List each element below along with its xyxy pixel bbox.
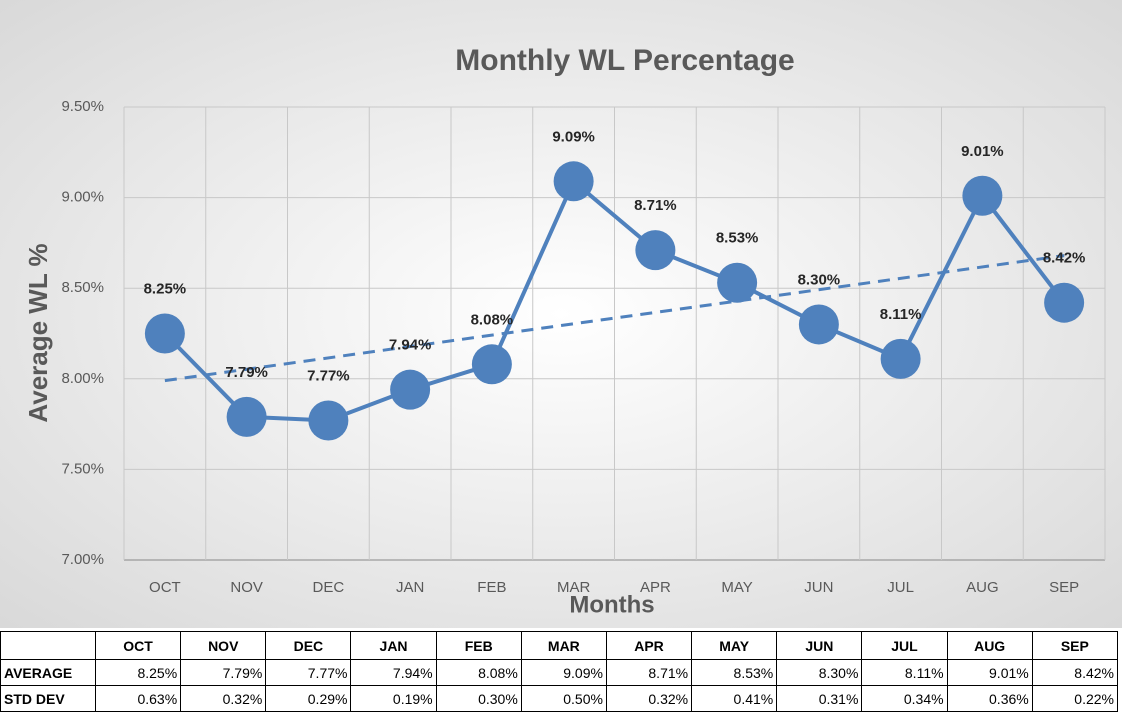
data-point (880, 338, 921, 379)
table-cell: 9.01% (946, 659, 1033, 686)
x-tick-label: AUG (966, 579, 999, 596)
data-label: 8.71% (634, 197, 677, 214)
data-point (962, 175, 1003, 216)
table-cell: SEP (1031, 631, 1119, 660)
x-tick-label: MAY (721, 579, 752, 596)
table-cell: JAN (350, 631, 437, 660)
table-header-row: OCT NOV DEC JAN FEB MAR APR MAY JUN JUL AUG SEP (0, 631, 1119, 660)
x-tick-label: NOV (230, 579, 263, 596)
table-cell: JUL (861, 631, 948, 660)
y-tick-label: 7.50% (61, 460, 104, 477)
table-row: STD DEV 0.63% 0.32% 0.29% 0.19% 0.30% 0.50% 0.3… (0, 685, 1119, 712)
table-cell: 8.25% (94, 659, 182, 686)
table-row: AVERAGE 8.25% 7.79% 7.77% 7.94% 8.08% 9.09% 8.7… (0, 659, 1119, 686)
table-cell: STD DEV (0, 685, 96, 712)
chart-title: Monthly WL Percentage (455, 44, 795, 77)
y-tick-label: 8.50% (61, 279, 104, 296)
data-point (390, 369, 431, 410)
table-cell: 8.11% (861, 659, 948, 686)
data-point (635, 230, 676, 271)
table-cell: 0.41% (691, 685, 778, 712)
table-cell: 0.19% (350, 685, 437, 712)
table-cell: 9.09% (520, 659, 607, 686)
x-tick-label: OCT (149, 579, 181, 596)
y-tick-label: 9.50% (61, 98, 104, 115)
x-axis-title: Months (569, 591, 654, 618)
x-tick-label: JAN (396, 579, 424, 596)
table-cell: 7.79% (180, 659, 267, 686)
data-point (471, 344, 512, 385)
data-label: 7.94% (389, 337, 432, 354)
table-cell: DEC (265, 631, 352, 660)
table-cell (0, 631, 96, 660)
table-cell: 0.32% (180, 685, 267, 712)
data-label: 8.11% (880, 306, 922, 323)
y-tick-label: 7.00% (61, 551, 104, 568)
table-cell: 8.30% (776, 659, 863, 686)
data-point (553, 161, 594, 202)
data-label: 8.08% (471, 311, 514, 328)
table-cell: 0.31% (776, 685, 863, 712)
data-label: 9.01% (961, 143, 1004, 160)
table-cell: JUN (776, 631, 863, 660)
table-cell: OCT (94, 631, 182, 660)
trendline (164, 254, 1065, 383)
stats-table: OCT NOV DEC JAN FEB MAR APR MAY JUN JUL AUG SEP AVER… (0, 631, 1119, 712)
data-point (717, 262, 758, 303)
table-cell: NOV (180, 631, 267, 660)
data-point (144, 313, 185, 354)
x-tick-label: APR (640, 579, 671, 596)
x-tick-label: JUL (887, 579, 914, 596)
table-cell: 8.71% (605, 659, 693, 686)
x-tick-label: MAR (557, 579, 591, 596)
x-tick-label: SEP (1049, 579, 1079, 596)
y-tick-label: 9.00% (61, 189, 104, 206)
y-tick-label: 8.00% (61, 370, 104, 387)
data-label: 8.25% (144, 280, 187, 297)
data-label: 7.77% (307, 367, 350, 384)
data-point (1044, 282, 1085, 323)
table-cell: 0.32% (605, 685, 693, 712)
table-cell: MAY (691, 631, 778, 660)
data-label: 7.79% (225, 364, 268, 381)
data-label: 8.42% (1043, 250, 1086, 267)
table-cell: AVERAGE (0, 659, 96, 686)
x-tick-label: JUN (804, 579, 833, 596)
table-cell: 0.29% (265, 685, 352, 712)
chart-background (0, 0, 1122, 628)
table-cell: 0.63% (94, 685, 182, 712)
table-cell: AUG (946, 631, 1033, 660)
chart: Monthly WL Percentage Average WL % Month… (0, 0, 1122, 628)
table-cell: MAR (520, 631, 607, 660)
x-tick-label: FEB (477, 579, 506, 596)
data-label: 8.30% (798, 271, 841, 288)
data-label: 8.53% (716, 230, 759, 247)
data-point (798, 304, 839, 345)
x-tick-label: DEC (313, 579, 345, 596)
y-axis-title: Average WL % (23, 243, 53, 422)
data-point (226, 396, 267, 437)
table-cell: 8.53% (691, 659, 778, 686)
table-cell: 8.08% (435, 659, 522, 686)
table-cell: FEB (435, 631, 522, 660)
table-cell: 0.50% (520, 685, 607, 712)
table-cell: 0.22% (1031, 685, 1119, 712)
table-cell: APR (605, 631, 693, 660)
table-cell: 8.42% (1031, 659, 1119, 686)
table-cell: 0.36% (946, 685, 1033, 712)
table-cell: 7.77% (265, 659, 352, 686)
table-cell: 0.30% (435, 685, 522, 712)
table-cell: 0.34% (861, 685, 948, 712)
data-point (308, 400, 349, 441)
data-label: 9.09% (552, 128, 595, 145)
table-cell: 7.94% (350, 659, 437, 686)
